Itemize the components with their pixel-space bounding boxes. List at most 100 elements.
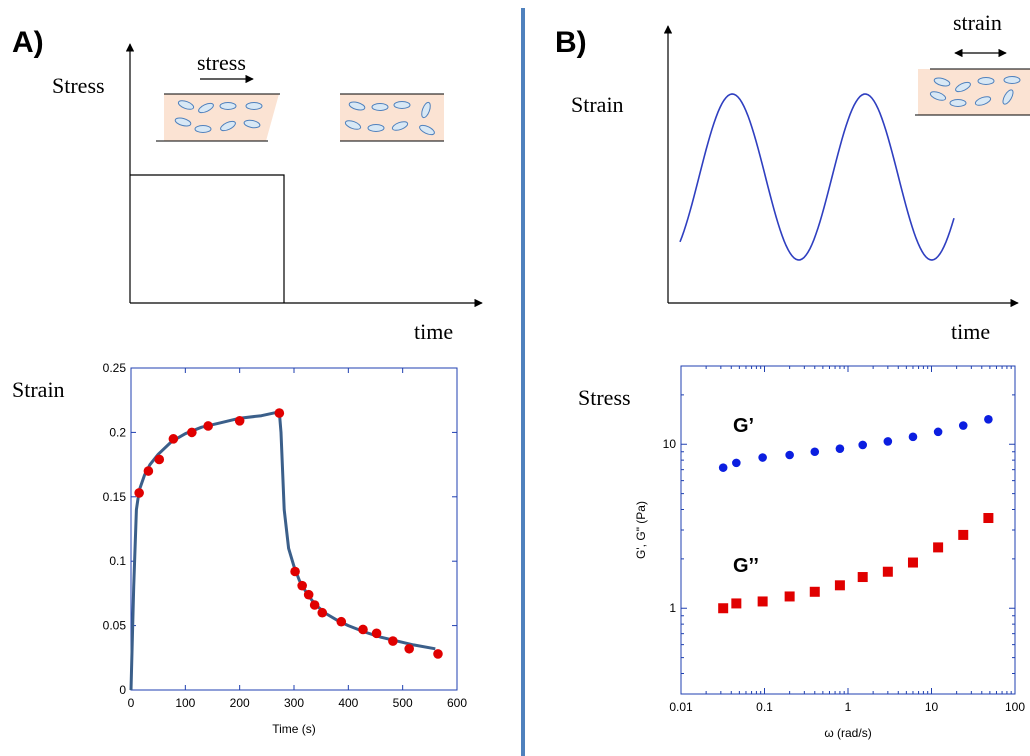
g-prime-point xyxy=(958,421,968,430)
data-point xyxy=(297,580,307,591)
fit-curve xyxy=(129,410,436,691)
y-tick-label: 0 xyxy=(119,683,126,697)
g-prime-point xyxy=(785,450,794,460)
g-double-prime-point xyxy=(757,596,768,607)
data-point xyxy=(168,434,179,444)
data-point xyxy=(404,643,414,654)
relaxed-particle-cell xyxy=(340,93,444,142)
g-double-prime-point xyxy=(784,591,795,602)
y-tick-label: 1 xyxy=(669,601,676,615)
g-double-prime-point xyxy=(958,529,969,540)
g-prime-point xyxy=(858,440,868,450)
data-point xyxy=(187,427,197,438)
particle xyxy=(194,125,212,133)
particle xyxy=(243,119,261,129)
particle xyxy=(174,117,192,127)
particle xyxy=(421,101,431,119)
x-tick-label: 0.01 xyxy=(669,700,693,714)
oscillating-particle-cell xyxy=(915,68,1030,116)
x-tick-label: 500 xyxy=(393,696,413,710)
schematic-b-y-label: Strain xyxy=(571,92,624,117)
data-point xyxy=(336,616,347,627)
g-prime-point xyxy=(718,463,728,472)
particle xyxy=(367,124,385,132)
y-tick-label: 0.2 xyxy=(109,425,126,439)
particle xyxy=(955,81,971,93)
y-axis-label: G', G" (Pa) xyxy=(634,501,648,559)
sheared-particle-cell xyxy=(156,93,280,142)
data-point xyxy=(134,488,144,498)
data-point xyxy=(317,607,328,618)
x-tick-label: 200 xyxy=(230,696,250,710)
particle xyxy=(1003,76,1021,84)
y-tick-label: 0.05 xyxy=(103,619,127,633)
sheared-cell-particles xyxy=(174,100,263,133)
g-double-prime-point xyxy=(718,603,729,614)
g-prime-series-label: G’ xyxy=(733,415,754,437)
x-axis-label: ω (rad/s) xyxy=(824,726,871,740)
x-tick-label: 0 xyxy=(128,696,135,710)
panel-b-label: B) xyxy=(555,26,587,59)
y-tick-label: 0.1 xyxy=(109,554,126,568)
stress-schematic: Stress time stress xyxy=(52,43,483,344)
x-tick-label: 0.1 xyxy=(756,700,773,714)
particle xyxy=(929,91,947,101)
data-point xyxy=(388,636,398,646)
x-tick-label: 1 xyxy=(845,700,852,714)
oscillatory-strain-curve xyxy=(679,93,955,261)
data-point xyxy=(274,408,285,418)
strain-schematic: Strain time strain xyxy=(571,10,1030,344)
creep-recovery-chart: 0 100 200 300 400 500 600 0 0.05 0.1 0.15 0.2 0.25 Ti… xyxy=(103,361,468,736)
g-prime-point xyxy=(732,458,741,468)
schematic-a-y-label: Stress xyxy=(52,73,105,98)
particle xyxy=(344,120,362,130)
g-prime-point xyxy=(908,432,918,442)
data-point xyxy=(309,600,320,610)
g-double-prime-point xyxy=(882,566,893,577)
g-double-prime-point xyxy=(933,542,944,553)
data-point xyxy=(433,649,443,659)
g-double-prime-point xyxy=(857,572,868,583)
g-double-prime-point xyxy=(731,598,742,609)
particle xyxy=(393,101,411,109)
g-double-prime-series-label: G’’ xyxy=(733,555,759,577)
data-point xyxy=(203,421,213,431)
g-prime-point xyxy=(835,444,845,453)
g-double-prime-point xyxy=(907,557,918,568)
particle xyxy=(949,99,967,107)
data-point xyxy=(303,589,314,600)
particle xyxy=(974,96,992,106)
particle xyxy=(419,124,435,136)
panel-b-stress-label: Stress xyxy=(578,385,631,410)
data-point xyxy=(290,566,300,577)
x-tick-label: 100 xyxy=(1005,700,1025,714)
schematic-a-x-label: time xyxy=(414,319,453,344)
stress-arrow-label: stress xyxy=(197,50,246,75)
particle xyxy=(1002,89,1014,105)
particle xyxy=(219,102,237,110)
g-prime-point xyxy=(933,427,943,437)
g-prime-point xyxy=(758,453,767,462)
y-tick-label: 0.15 xyxy=(103,490,127,504)
y-tick-label: 10 xyxy=(663,437,677,451)
schematic-b-x-label: time xyxy=(951,319,990,344)
g-prime-point xyxy=(810,447,820,457)
frequency-sweep-chart: 0.01 0.1 1 10 100 1 10 ω (rad/s) G', G" (Pa) G’ G’… xyxy=(634,365,1025,740)
particle xyxy=(198,102,214,114)
g-double-prime-point xyxy=(809,586,820,597)
x-axis-label: Time (s) xyxy=(272,722,316,736)
particle xyxy=(220,120,236,132)
data-point xyxy=(358,624,368,635)
panel-a-strain-label: Strain xyxy=(12,377,65,402)
g-prime-point xyxy=(883,437,893,446)
particle xyxy=(933,77,951,87)
particle xyxy=(177,100,195,110)
particle xyxy=(371,103,389,111)
g-double-prime-point xyxy=(834,580,845,591)
x-tick-label: 300 xyxy=(284,696,304,710)
x-tick-label: 10 xyxy=(925,700,939,714)
particle xyxy=(348,101,366,111)
particle xyxy=(391,121,409,131)
y-tick-label: 0.25 xyxy=(103,361,127,375)
